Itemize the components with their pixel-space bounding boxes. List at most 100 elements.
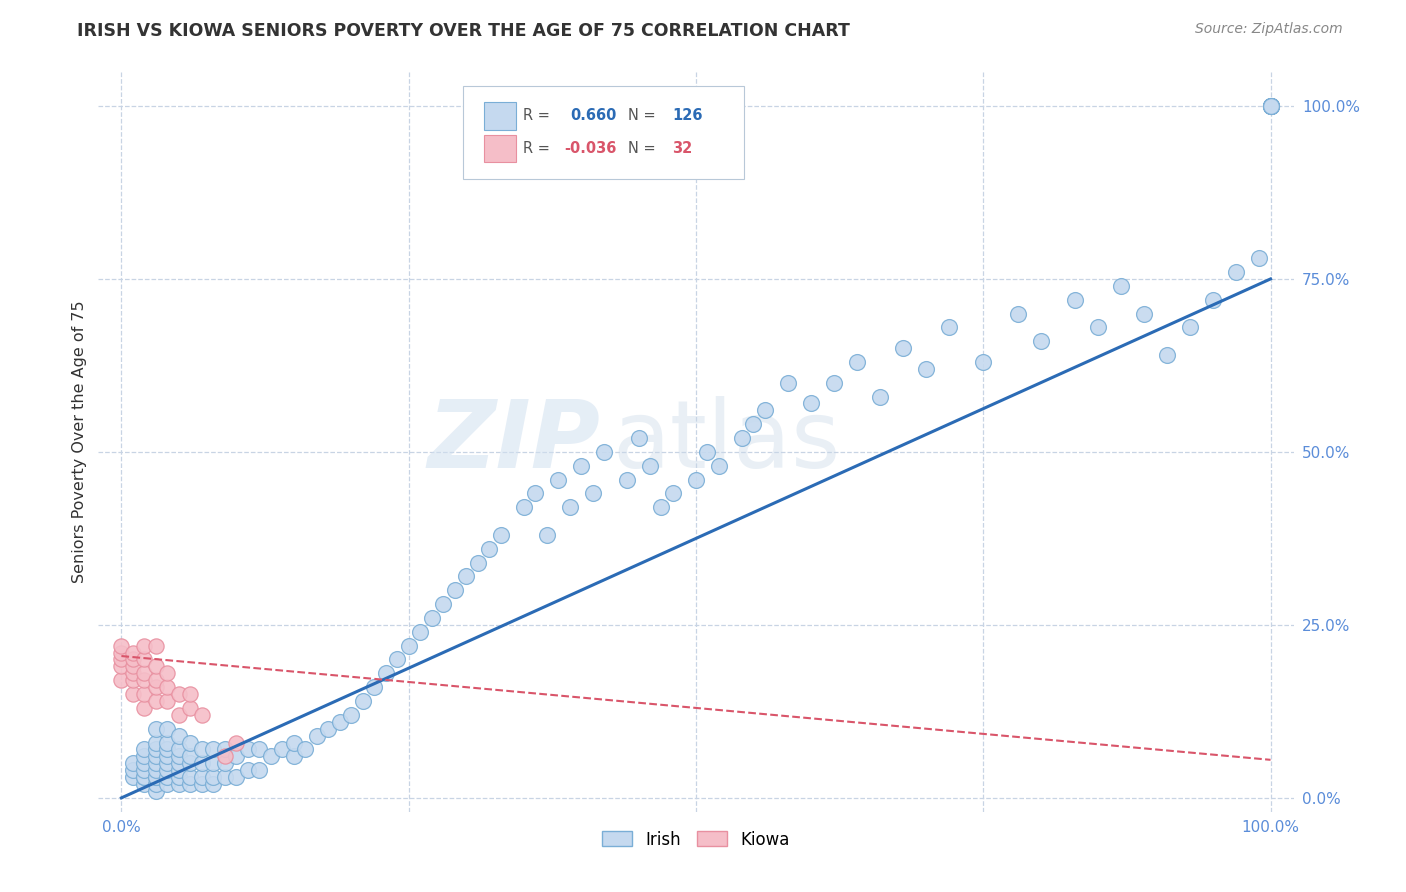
- Point: [145, 770, 167, 784]
- Point: [938, 320, 960, 334]
- Point: [225, 749, 247, 764]
- Legend: Irish, Kiowa: Irish, Kiowa: [595, 824, 797, 855]
- Point: [754, 403, 776, 417]
- Text: R =: R =: [523, 141, 550, 156]
- Point: [134, 639, 156, 653]
- Point: [179, 756, 201, 771]
- Point: [145, 673, 167, 688]
- Point: [1133, 306, 1156, 320]
- Point: [247, 742, 270, 756]
- Point: [914, 362, 936, 376]
- Point: [283, 735, 305, 749]
- Point: [1029, 334, 1052, 349]
- Point: [569, 458, 592, 473]
- Point: [512, 500, 534, 515]
- Text: N =: N =: [628, 141, 655, 156]
- Point: [467, 556, 489, 570]
- Point: [145, 777, 167, 791]
- FancyBboxPatch shape: [485, 103, 516, 130]
- Point: [593, 445, 616, 459]
- Point: [167, 763, 190, 777]
- Point: [145, 659, 167, 673]
- Point: [420, 611, 443, 625]
- Point: [156, 777, 179, 791]
- Point: [891, 341, 914, 355]
- Point: [1247, 251, 1270, 265]
- Point: [122, 756, 145, 771]
- Point: [329, 714, 352, 729]
- Point: [225, 735, 247, 749]
- Point: [134, 777, 156, 791]
- Point: [823, 376, 845, 390]
- FancyBboxPatch shape: [485, 135, 516, 162]
- Point: [1260, 99, 1282, 113]
- Point: [524, 486, 547, 500]
- Text: R =: R =: [523, 108, 550, 123]
- Point: [443, 583, 465, 598]
- Point: [191, 707, 214, 722]
- Point: [134, 701, 156, 715]
- Point: [742, 417, 765, 432]
- Point: [581, 486, 603, 500]
- Point: [340, 707, 363, 722]
- Point: [191, 742, 214, 756]
- Point: [696, 445, 718, 459]
- Point: [156, 735, 179, 749]
- Point: [122, 763, 145, 777]
- Point: [1202, 293, 1225, 307]
- Point: [191, 756, 214, 771]
- Point: [134, 673, 156, 688]
- Point: [214, 749, 236, 764]
- Point: [134, 652, 156, 666]
- Point: [662, 486, 685, 500]
- Point: [167, 777, 190, 791]
- Point: [776, 376, 799, 390]
- Point: [869, 390, 891, 404]
- Point: [145, 722, 167, 736]
- Point: [145, 784, 167, 798]
- Point: [214, 770, 236, 784]
- Point: [167, 687, 190, 701]
- Point: [156, 763, 179, 777]
- Point: [1007, 306, 1029, 320]
- Point: [145, 639, 167, 653]
- Point: [214, 742, 236, 756]
- Point: [156, 756, 179, 771]
- Point: [134, 770, 156, 784]
- Point: [156, 694, 179, 708]
- Point: [236, 763, 259, 777]
- Point: [352, 694, 374, 708]
- Point: [409, 624, 432, 639]
- Point: [1225, 265, 1247, 279]
- Point: [731, 431, 754, 445]
- Text: IRISH VS KIOWA SENIORS POVERTY OVER THE AGE OF 75 CORRELATION CHART: IRISH VS KIOWA SENIORS POVERTY OVER THE …: [77, 22, 851, 40]
- Point: [145, 763, 167, 777]
- Point: [800, 396, 823, 410]
- Point: [167, 729, 190, 743]
- Point: [167, 749, 190, 764]
- Point: [145, 735, 167, 749]
- Point: [260, 749, 283, 764]
- Point: [616, 473, 638, 487]
- Point: [202, 770, 225, 784]
- Point: [145, 756, 167, 771]
- Point: [134, 756, 156, 771]
- Point: [145, 694, 167, 708]
- Point: [156, 722, 179, 736]
- Point: [156, 680, 179, 694]
- Point: [1260, 99, 1282, 113]
- Point: [122, 652, 145, 666]
- Point: [179, 701, 201, 715]
- Point: [156, 749, 179, 764]
- Point: [179, 687, 201, 701]
- Point: [1087, 320, 1109, 334]
- Point: [202, 777, 225, 791]
- Point: [122, 673, 145, 688]
- Point: [134, 666, 156, 681]
- Point: [845, 355, 868, 369]
- Point: [110, 659, 132, 673]
- Point: [156, 770, 179, 784]
- Point: [1260, 99, 1282, 113]
- Point: [547, 473, 569, 487]
- Point: [398, 639, 420, 653]
